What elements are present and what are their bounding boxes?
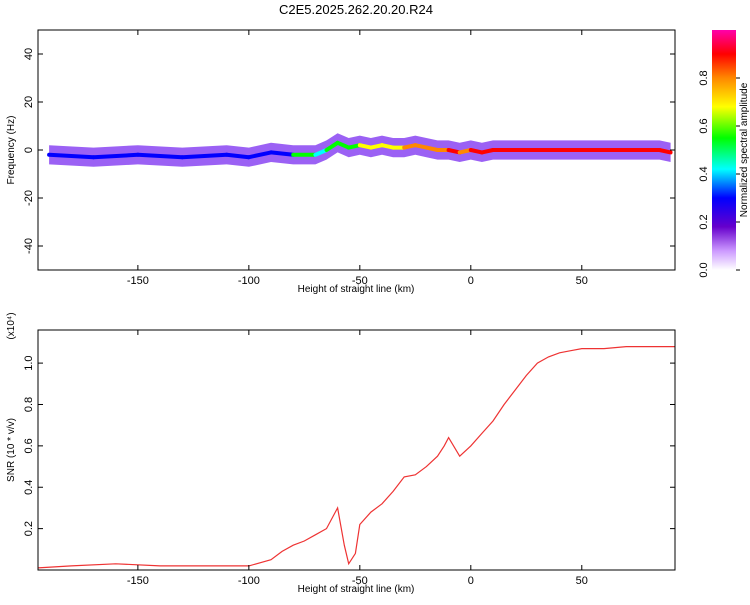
x-tick-label: 0 [468,575,474,587]
x-tick-label: 0 [468,275,474,287]
colorbar-tick-label: 0.6 [698,118,710,133]
top-y-ticks: -40 -20 0 20 40 [23,48,675,254]
y-tick-label: 20 [23,96,35,108]
y-tick-label: 1.0 [23,355,35,370]
heatmap-ridge-segment [180,152,229,160]
colorbar-ticks: 0.0 0.2 0.4 0.6 0.8 [698,70,740,278]
heatmap-ridge-segment [657,148,673,155]
x-tick-label: -100 [238,575,260,587]
y-tick-label: -40 [23,238,35,254]
colorbar: 0.0 0.2 0.4 0.6 0.8 Normalized spectral ampl… [698,30,750,278]
snr-series-line [38,346,675,569]
colorbar-tick-label: 0.8 [698,70,710,85]
heatmap-ridge-segment [47,152,96,160]
y-tick-label: 0 [23,147,35,153]
heatmap-band [49,133,671,167]
top-x-ticks: -150 -100 -50 0 50 [127,30,588,287]
heatmap-ridge-segment [313,148,329,157]
y-tick-label: 0.6 [23,438,35,453]
x-tick-label: -150 [127,575,149,587]
heatmap-ridge-segment [335,140,351,150]
heatmap-marks [47,133,673,167]
x-tick-label: -100 [238,275,260,287]
y-tick-label: 0.4 [23,480,35,495]
bottom-y-ticks: 0.2 0.4 0.6 0.8 1.0 [23,355,675,536]
x-tick-label: 50 [576,275,588,287]
heatmap-ridge-segment [91,152,140,160]
colorbar-tick-label: 0.4 [698,166,710,181]
y-tick-label: 40 [23,48,35,60]
x-tick-label: 50 [576,575,588,587]
top-panel: -150 -100 -50 0 50 -40 -20 0 20 40 Height of str… [6,29,676,295]
colorbar-gradient [712,30,736,270]
bottom-x-axis-label: Height of straight line (km) [298,584,415,595]
colorbar-tick-label: 0.0 [698,262,710,277]
y-tick-label: 0.8 [23,397,35,412]
y-tick-label: 0.2 [23,521,35,536]
bottom-y-axis-label: SNR (10 * v/v) [6,418,17,482]
x-tick-label: -50 [352,575,368,587]
top-y-axis-label: Frequency (Hz) [6,116,17,185]
bottom-x-ticks: -150 -100 -50 0 50 [127,330,588,587]
bottom-y-multiplier: (x10⁴) [6,312,17,339]
x-tick-label: -150 [127,275,149,287]
snr-line-marks [38,346,675,569]
bottom-plot-frame [37,329,676,571]
heatmap-ridge-segment [135,152,185,160]
colorbar-tick-label: 0.2 [698,214,710,229]
x-tick-label: -50 [352,275,368,287]
heatmap-ridge-segment [224,152,251,160]
chart-title: C2E5.2025.262.20.20.R24 [279,2,433,17]
heatmap-ridge-segment [269,150,296,157]
heatmap-ridge-segment [324,140,340,152]
y-tick-label: -20 [23,190,35,206]
top-x-axis-label: Height of straight line (km) [298,284,415,295]
bottom-panel: -150 -100 -50 0 50 0.2 0.4 0.6 0.8 1.0 Height of… [6,312,676,595]
colorbar-label: Normalized spectral amplitude [739,82,750,217]
heatmap-ridge-segment [246,150,274,160]
